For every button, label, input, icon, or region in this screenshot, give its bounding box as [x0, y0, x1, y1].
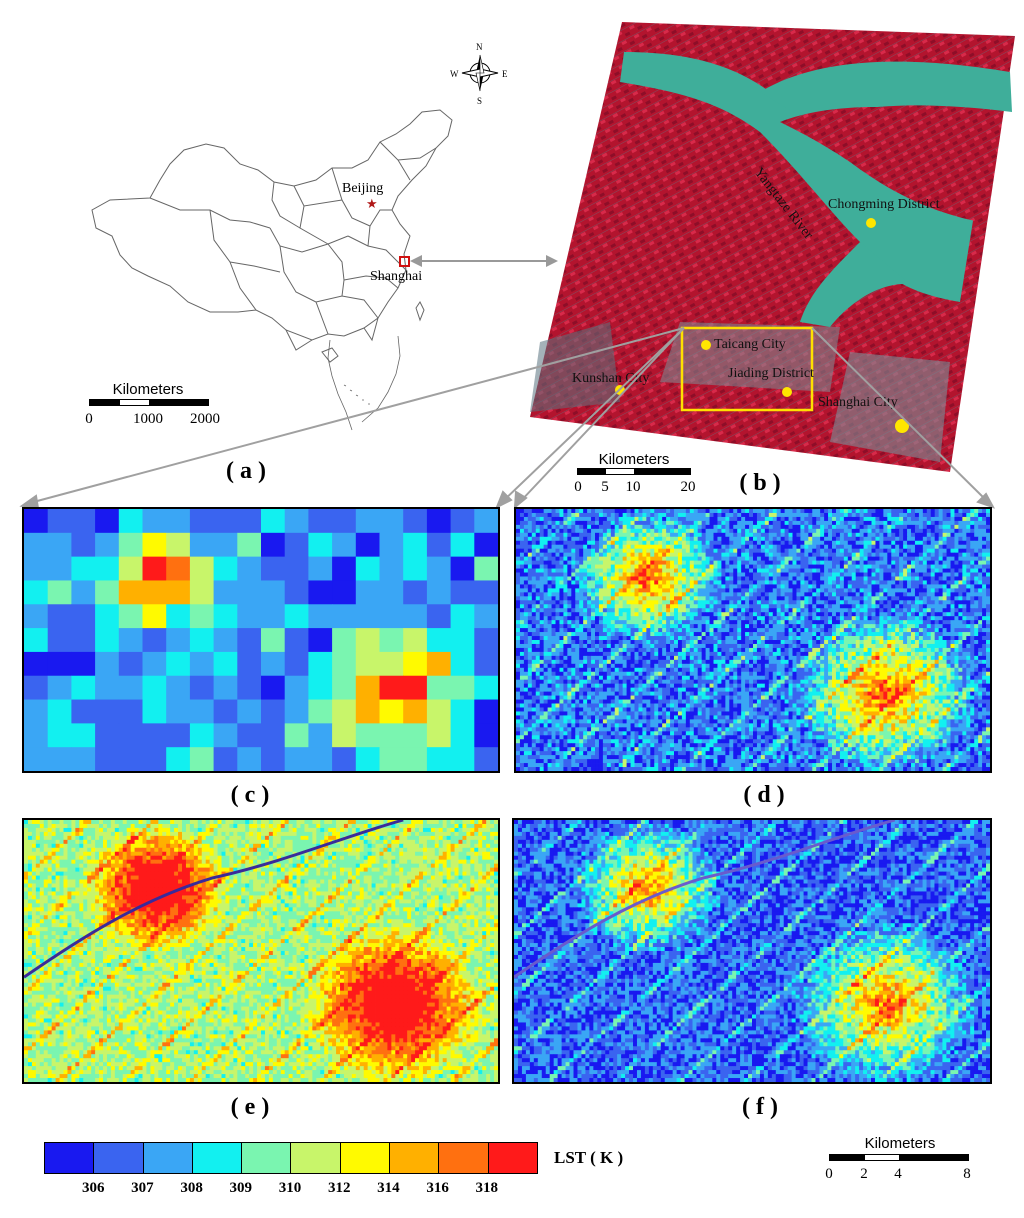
scale-bottom-tick: 2: [860, 1166, 868, 1183]
city-label-beijing: Beijing: [342, 181, 383, 196]
place-label-chongming: Chongming District: [828, 197, 940, 212]
legend-swatch: [45, 1143, 95, 1173]
scale-bottom-tick: 8: [963, 1166, 971, 1183]
legend-swatch: [291, 1143, 341, 1173]
panel-label-b: ( b ): [700, 470, 820, 497]
panel-label-e: ( e ): [190, 1094, 310, 1121]
panel-label-a: ( a ): [186, 458, 306, 485]
scale-b-tick: 20: [681, 479, 696, 496]
lst-panel-d: [514, 507, 992, 773]
scale-a-tick: 1000: [133, 411, 163, 428]
legend-tick-label: 318: [476, 1180, 499, 1197]
scale-a-title: Kilometers: [88, 381, 208, 398]
scale-bottom-tick: 0: [825, 1166, 833, 1183]
study-area-box: [680, 326, 814, 412]
legend-tick-label: 312: [328, 1180, 351, 1197]
legend-tick-label: 316: [426, 1180, 449, 1197]
legend-swatch: [488, 1143, 537, 1173]
legend-tick-label: 307: [131, 1180, 154, 1197]
scale-bottom-title: Kilometers: [830, 1135, 970, 1152]
panel-label-c: ( c ): [190, 782, 310, 809]
lst-panel-c: [22, 507, 500, 773]
scale-a-tick: 0: [85, 411, 93, 428]
legend-swatch: [390, 1143, 440, 1173]
compass-n: N: [476, 42, 483, 52]
legend-tick-label: 310: [279, 1180, 302, 1197]
legend-tick-label: 314: [377, 1180, 400, 1197]
scale-a-bar: [89, 399, 209, 406]
scale-b-bar: [577, 468, 691, 475]
legend-swatch: [143, 1143, 193, 1173]
place-label-shanghai-city: Shanghai City: [818, 395, 898, 410]
zoom-arrows: [19, 327, 996, 510]
place-label-taicang: Taicang City: [714, 337, 786, 352]
scale-a-tick: 2000: [190, 411, 220, 428]
beijing-star-icon: ★: [366, 197, 378, 212]
shanghai-marker: [399, 256, 410, 267]
legend-swatch: [192, 1143, 243, 1173]
legend-swatch: [340, 1143, 391, 1173]
legend-swatch: [94, 1143, 144, 1173]
lst-colorbar: [44, 1142, 538, 1174]
scale-b-title: Kilometers: [576, 451, 692, 468]
legend-tick-label: 309: [230, 1180, 253, 1197]
compass-w: W: [450, 69, 459, 79]
place-label-jiading: Jiading District: [728, 366, 814, 381]
panel-label-d: ( d ): [704, 782, 824, 809]
scale-bottom-bar: [829, 1154, 969, 1161]
scale-b-tick: 5: [601, 479, 609, 496]
legend-tick-label: 306: [82, 1180, 105, 1197]
compass-s: S: [477, 96, 482, 106]
scale-b-tick: 0: [574, 479, 582, 496]
lst-unit-label: LST ( K ): [554, 1148, 623, 1168]
scale-b-tick: 10: [626, 479, 641, 496]
ab-link-arrow-icon: [410, 255, 558, 267]
place-label-kunshan: Kunshan City: [572, 371, 649, 386]
legend-tick-label: 308: [180, 1180, 203, 1197]
scale-bottom-tick: 4: [894, 1166, 902, 1183]
legend-swatch: [242, 1143, 292, 1173]
north-arrow-icon: N S E W: [450, 42, 508, 106]
lst-panel-f: [512, 818, 992, 1084]
compass-e: E: [502, 69, 508, 79]
legend-swatch: [439, 1143, 489, 1173]
panel-label-f: ( f ): [700, 1094, 820, 1121]
lst-panel-e: [22, 818, 500, 1084]
city-label-shanghai: Shanghai: [370, 269, 422, 284]
